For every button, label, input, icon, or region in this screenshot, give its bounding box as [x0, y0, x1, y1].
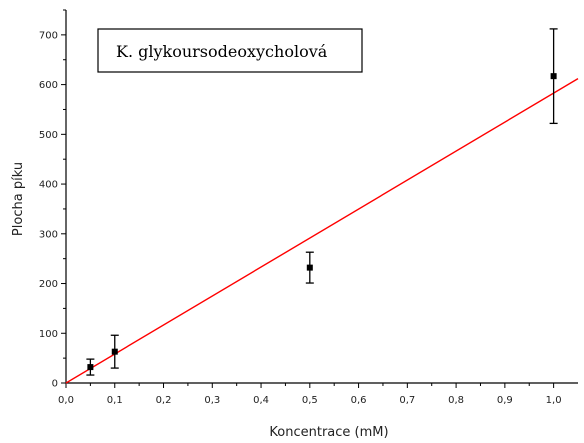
x-tick-label: 0,3: [204, 395, 220, 406]
x-tick-label: 0,0: [58, 395, 74, 406]
annotation-text: K. glykoursodeoxycholová: [116, 42, 328, 61]
annotation-box: K. glykoursodeoxycholová: [98, 29, 362, 72]
x-tick-label: 0,1: [107, 395, 123, 406]
data-point: [87, 364, 93, 370]
y-tick-label: 100: [39, 329, 58, 340]
y-tick-label: 700: [39, 30, 58, 41]
y-tick-label: 0: [52, 379, 58, 390]
fit-line: [66, 79, 578, 383]
y-tick-label: 600: [39, 80, 58, 91]
y-axis-title: Plocha píku: [11, 162, 26, 236]
y-tick-label: 300: [39, 229, 58, 240]
x-tick-label: 0,2: [156, 395, 172, 406]
y-tick-label: 400: [39, 180, 58, 191]
x-tick-label: 0,9: [497, 395, 513, 406]
x-tick-label: 0,6: [351, 395, 367, 406]
x-tick-label: 1,0: [546, 395, 562, 406]
x-tick-label: 0,4: [253, 395, 269, 406]
data-point: [551, 73, 557, 79]
y-tick-label: 200: [39, 279, 58, 290]
x-axis-title: Koncentrace (mM): [269, 425, 388, 440]
x-tick-label: 0,8: [448, 395, 464, 406]
data-point: [112, 349, 118, 355]
fit-line-group: [66, 79, 578, 383]
x-tick-label: 0,5: [302, 395, 318, 406]
data-points: [86, 29, 557, 375]
data-point: [307, 265, 313, 271]
x-tick-label: 0,7: [399, 395, 415, 406]
y-tick-label: 500: [39, 130, 58, 141]
